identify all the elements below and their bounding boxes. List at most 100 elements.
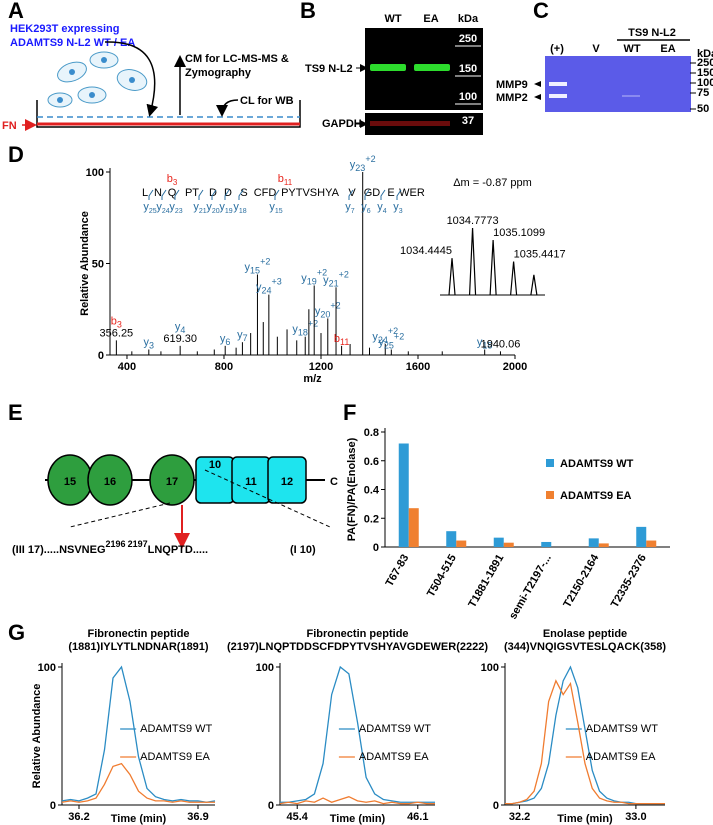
text: (III 17).....NSVNEG bbox=[12, 544, 106, 556]
band bbox=[414, 64, 450, 71]
domain-label: 10 bbox=[209, 459, 221, 471]
x-tick-label: T2335-2376 bbox=[609, 553, 649, 610]
y-tick-label: 0 bbox=[268, 800, 274, 812]
isotope-peak bbox=[489, 240, 497, 296]
fragment-hook bbox=[161, 189, 167, 200]
row-label: GAPDH bbox=[322, 118, 362, 130]
sequence-residue: WER bbox=[399, 187, 425, 199]
ion: y bbox=[237, 329, 243, 341]
ion-label: y19 bbox=[219, 201, 232, 215]
y-axis-label: Relative Abundance bbox=[79, 211, 91, 316]
mass-label: 1035.4417 bbox=[514, 249, 566, 261]
x-tick-label: T67-83 bbox=[384, 553, 412, 589]
panel-e: E 15 16 17 10 11 12 C (III 17).....NSVNE… bbox=[8, 400, 338, 556]
ion: b bbox=[334, 333, 340, 345]
sequence-residue: PYTVSHYA bbox=[281, 187, 340, 199]
ion-charge: +2 bbox=[260, 256, 270, 266]
ion: y bbox=[477, 337, 483, 349]
band bbox=[622, 95, 640, 97]
cleavage-sequence: (III 17).....NSVNEG2196 2197LNQPTD..... bbox=[12, 539, 208, 556]
marker-label: 37 bbox=[462, 115, 474, 127]
marker-label: 50 bbox=[697, 103, 709, 115]
well bbox=[36, 100, 301, 128]
x-axis-label: Time (min) bbox=[557, 813, 613, 825]
mass-label: 1034.7773 bbox=[447, 215, 499, 227]
y-tick-label: 0 bbox=[98, 350, 104, 362]
ion-label: y19+2 bbox=[301, 267, 327, 286]
ion-index: 3 bbox=[173, 178, 178, 187]
ion-label: y6 bbox=[220, 333, 231, 347]
legend-label: ADAMTS9 WT bbox=[140, 723, 212, 735]
fragment-hook bbox=[396, 189, 402, 200]
isotope-peak bbox=[448, 258, 456, 296]
ion-index: 24 bbox=[162, 208, 170, 215]
domain-label: 17 bbox=[166, 476, 178, 488]
lane-label: EA bbox=[423, 13, 438, 25]
band bbox=[370, 121, 450, 126]
y-tick-label: 0.6 bbox=[364, 456, 379, 468]
mass-label: 1940.06 bbox=[481, 338, 521, 350]
nuclei bbox=[57, 57, 135, 103]
dash-line bbox=[204, 469, 331, 528]
ion-index: 11 bbox=[284, 178, 293, 187]
series-line bbox=[505, 665, 665, 805]
mass-label: 1034.4445 bbox=[400, 245, 452, 257]
gel bbox=[545, 56, 691, 112]
ion-label: b3 bbox=[167, 173, 178, 187]
ion-label: b11 bbox=[334, 333, 349, 347]
ion: y bbox=[350, 159, 356, 171]
ion-index: 3 bbox=[117, 319, 122, 329]
sequence-residue: PT bbox=[185, 187, 199, 199]
ion-label: b3 bbox=[111, 315, 122, 329]
y-tick-label: 0.2 bbox=[364, 513, 379, 525]
site: 2197 bbox=[128, 539, 148, 549]
ion: y bbox=[245, 261, 251, 273]
y-tick-label: 100 bbox=[481, 662, 499, 674]
ion: b bbox=[167, 173, 173, 185]
x-tick-label: 46.1 bbox=[407, 811, 428, 823]
x-tick-label: 36.9 bbox=[187, 811, 208, 823]
panel-letter: E bbox=[8, 400, 23, 425]
ion: y bbox=[301, 272, 307, 284]
panel-letter: B bbox=[300, 0, 316, 23]
site: 2196 bbox=[106, 539, 126, 549]
marker-label: 100 bbox=[459, 91, 477, 103]
panel-letter: A bbox=[8, 0, 24, 23]
kda-label: kDa bbox=[458, 13, 479, 25]
legend-swatch bbox=[546, 459, 554, 467]
sequence-residue: Q bbox=[168, 187, 177, 199]
panel-a: A HEK293T expressing ADAMTS9 N-L2 WT / E… bbox=[2, 0, 301, 132]
lane-label: V bbox=[592, 43, 600, 55]
ion-index: 25 bbox=[149, 208, 157, 215]
bar bbox=[408, 508, 419, 547]
marker-label: 150 bbox=[459, 63, 477, 75]
sequence-residue: L bbox=[142, 187, 148, 199]
arrow bbox=[104, 41, 159, 117]
ion-charge: +2 bbox=[308, 319, 318, 329]
ion-index: 15 bbox=[482, 341, 492, 351]
cm-label: Zymography bbox=[185, 67, 252, 79]
fragment-hook bbox=[198, 189, 204, 200]
ion: y bbox=[315, 305, 321, 317]
fn-label: FN bbox=[2, 120, 17, 132]
cells-title: HEK293T expressing bbox=[10, 23, 119, 35]
ion-label: y24 bbox=[156, 201, 169, 215]
x-tick-label: 45.4 bbox=[287, 811, 309, 823]
ion-index: 23 bbox=[175, 208, 183, 215]
isotope-peak bbox=[510, 261, 518, 296]
y-tick-label: 0 bbox=[493, 800, 499, 812]
ion-index: 19 bbox=[225, 208, 233, 215]
band bbox=[549, 82, 567, 86]
lane-label: WT bbox=[384, 13, 401, 25]
y-tick-label: 0.8 bbox=[364, 427, 379, 439]
ion: y bbox=[256, 282, 262, 294]
y-tick-label: 0 bbox=[373, 542, 379, 554]
ion-index: 3 bbox=[399, 208, 403, 215]
series-line bbox=[279, 796, 435, 805]
fn1-domain bbox=[267, 456, 307, 504]
x-tick-label: semi-T2197-... bbox=[507, 553, 554, 622]
ion: y bbox=[220, 333, 226, 345]
legend-label: ADAMTS9 WT bbox=[359, 723, 431, 735]
band bbox=[370, 64, 406, 71]
ion-index: 20 bbox=[212, 208, 220, 215]
